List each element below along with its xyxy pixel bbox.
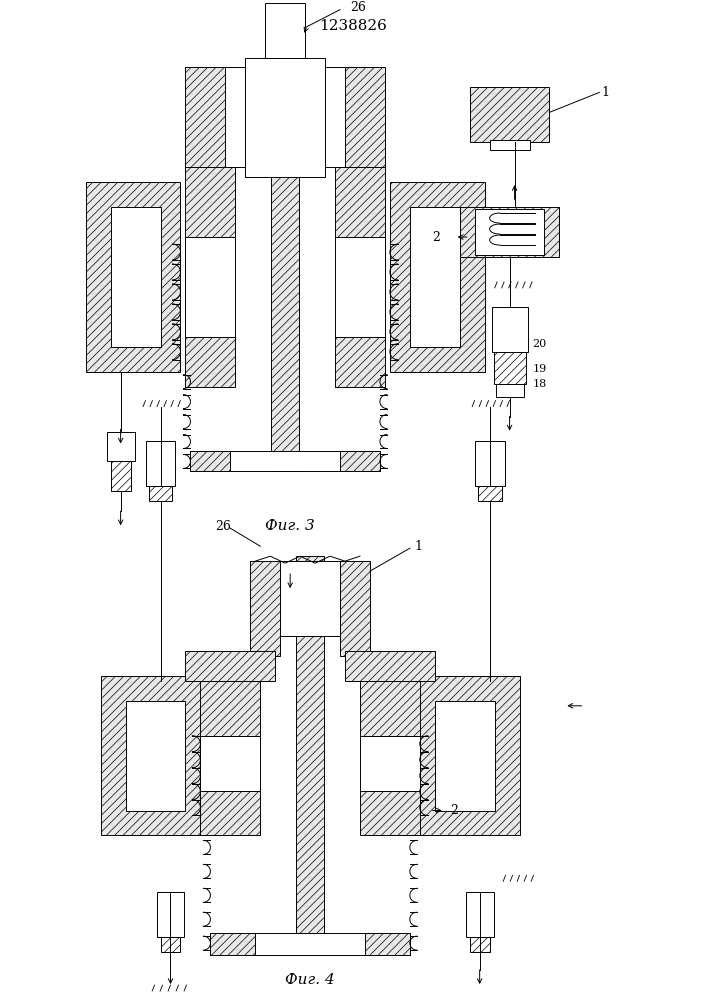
- Bar: [185, 237, 235, 337]
- Bar: [340, 451, 380, 471]
- Bar: [474, 209, 544, 255]
- Bar: [265, 3, 305, 58]
- Bar: [185, 337, 235, 387]
- Bar: [435, 701, 495, 811]
- Bar: [200, 791, 260, 835]
- Bar: [360, 681, 420, 736]
- Bar: [160, 937, 180, 952]
- Bar: [490, 140, 530, 150]
- Text: 1: 1: [415, 540, 423, 553]
- Text: 1238826: 1238826: [319, 19, 387, 33]
- Bar: [190, 451, 380, 471]
- Text: 20: 20: [532, 339, 547, 349]
- Bar: [474, 441, 505, 486]
- Bar: [100, 676, 206, 835]
- Bar: [156, 892, 185, 937]
- Text: 2: 2: [432, 231, 440, 244]
- Bar: [245, 58, 325, 177]
- Bar: [335, 337, 385, 387]
- Bar: [345, 651, 435, 681]
- Bar: [496, 384, 524, 397]
- Bar: [469, 937, 490, 952]
- Bar: [250, 561, 280, 656]
- Text: 26: 26: [350, 1, 366, 14]
- Bar: [491, 307, 527, 352]
- Bar: [345, 67, 385, 167]
- Bar: [478, 486, 501, 501]
- Bar: [460, 207, 559, 257]
- Bar: [280, 561, 340, 636]
- Bar: [185, 67, 385, 167]
- Bar: [126, 701, 185, 811]
- Bar: [211, 933, 255, 955]
- Bar: [415, 676, 520, 835]
- Bar: [110, 461, 131, 491]
- Bar: [335, 167, 385, 237]
- Text: 19: 19: [532, 364, 547, 374]
- Bar: [360, 736, 420, 791]
- Bar: [296, 556, 324, 955]
- Bar: [365, 933, 410, 955]
- Text: 2: 2: [450, 804, 457, 817]
- Bar: [493, 352, 525, 384]
- Text: 26: 26: [216, 520, 231, 533]
- Bar: [335, 237, 385, 337]
- Bar: [466, 892, 493, 937]
- Bar: [190, 451, 230, 471]
- Text: 1: 1: [602, 86, 609, 99]
- Bar: [148, 486, 173, 501]
- Text: Фиг. 3: Фиг. 3: [265, 519, 315, 533]
- Bar: [360, 791, 420, 835]
- Bar: [271, 82, 299, 471]
- Bar: [410, 207, 460, 347]
- Bar: [200, 681, 260, 736]
- Bar: [146, 441, 175, 486]
- Bar: [185, 67, 226, 167]
- Bar: [469, 87, 549, 142]
- Bar: [185, 651, 275, 681]
- Bar: [390, 182, 485, 372]
- Bar: [107, 432, 134, 461]
- Bar: [340, 561, 370, 656]
- Text: 18: 18: [532, 379, 547, 389]
- Bar: [185, 167, 235, 237]
- Bar: [200, 736, 260, 791]
- Bar: [110, 207, 160, 347]
- Bar: [211, 933, 410, 955]
- Bar: [86, 182, 180, 372]
- Text: Фиг. 4: Фиг. 4: [285, 973, 335, 987]
